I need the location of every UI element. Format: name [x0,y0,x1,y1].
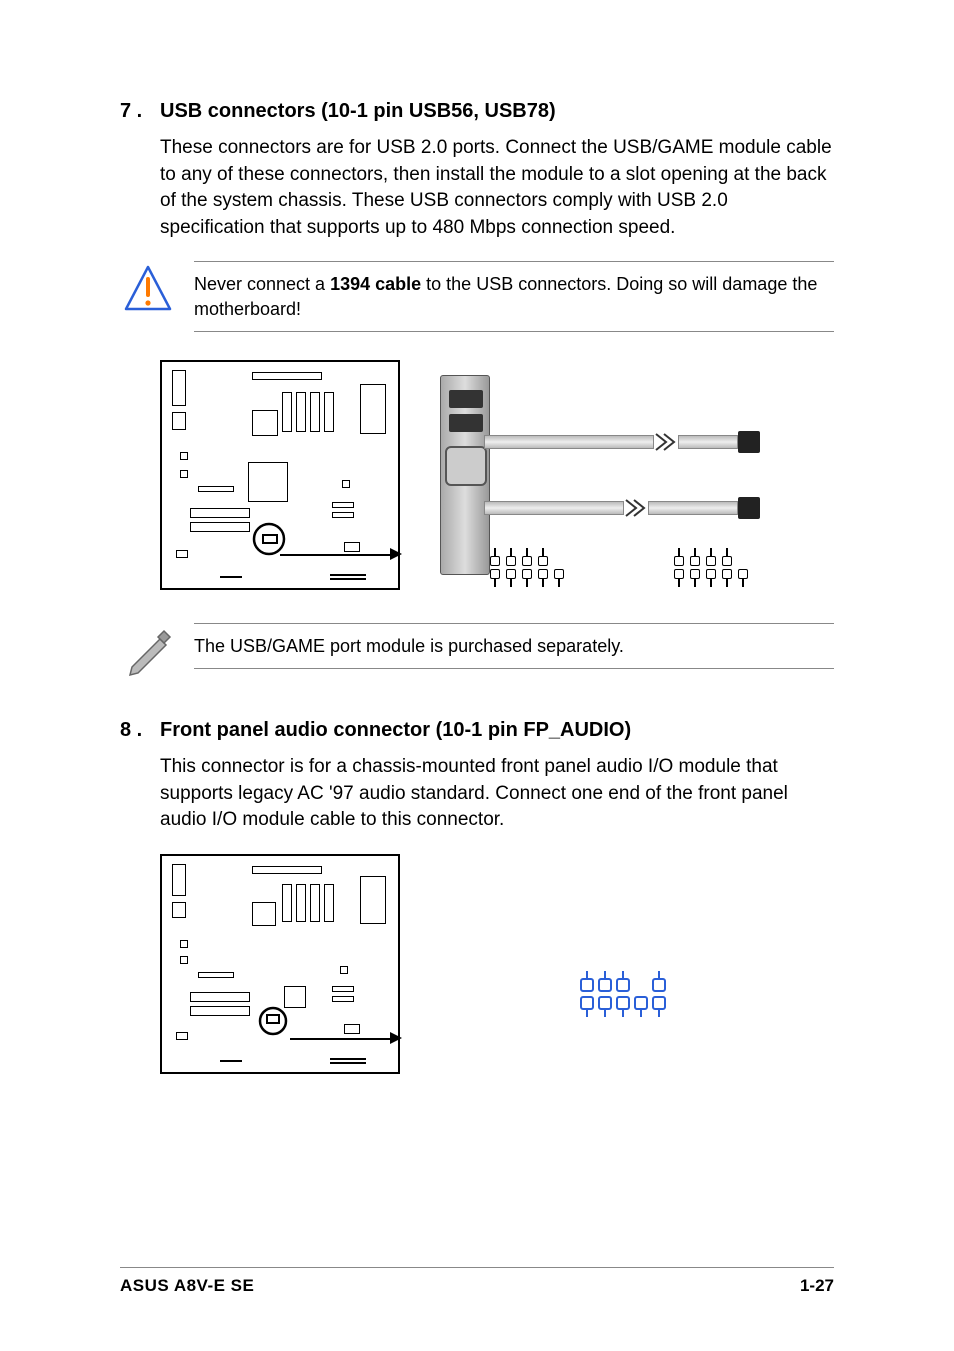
warning-text-bold: 1394 cable [330,274,421,294]
fp-audio-diagram [160,854,834,1074]
section-usb-connectors: 7 . USB connectors (10-1 pin USB56, USB7… [120,100,834,679]
note-text: The USB/GAME port module is purchased se… [194,623,834,669]
heading-number: 7 . [120,100,160,123]
warning-text-pre: Never connect a [194,274,330,294]
page: 7 . USB connectors (10-1 pin USB56, USB7… [0,0,954,1351]
section-body: This connector is for a chassis-mounted … [160,754,834,834]
fp-audio-header-icon [580,978,666,1010]
heading-title: Front panel audio connector (10-1 pin FP… [160,719,631,742]
motherboard-schematic-icon [160,360,400,590]
note-callout: The USB/GAME port module is purchased se… [120,623,834,679]
pencil-icon [120,623,176,679]
heading-row: 7 . USB connectors (10-1 pin USB56, USB7… [120,100,834,123]
warning-text: Never connect a 1394 cable to the USB co… [194,261,834,332]
heading-title: USB connectors (10-1 pin USB56, USB78) [160,100,556,123]
footer-product: ASUS A8V-E SE [120,1276,254,1296]
heading-number: 8 . [120,719,160,742]
page-footer: ASUS A8V-E SE 1-27 [120,1267,834,1296]
usb-module-icon [430,375,760,575]
pin-header-usb78-icon [674,548,748,587]
warning-icon [120,261,176,317]
pin-header-usb56-icon [490,548,564,587]
motherboard-schematic-icon [160,854,400,1074]
heading-row: 8 . Front panel audio connector (10-1 pi… [120,719,834,742]
section-front-panel-audio: 8 . Front panel audio connector (10-1 pi… [120,719,834,1074]
footer-page-number: 1-27 [800,1276,834,1296]
warning-callout: Never connect a 1394 cable to the USB co… [120,261,834,332]
section-body: These connectors are for USB 2.0 ports. … [160,135,834,241]
